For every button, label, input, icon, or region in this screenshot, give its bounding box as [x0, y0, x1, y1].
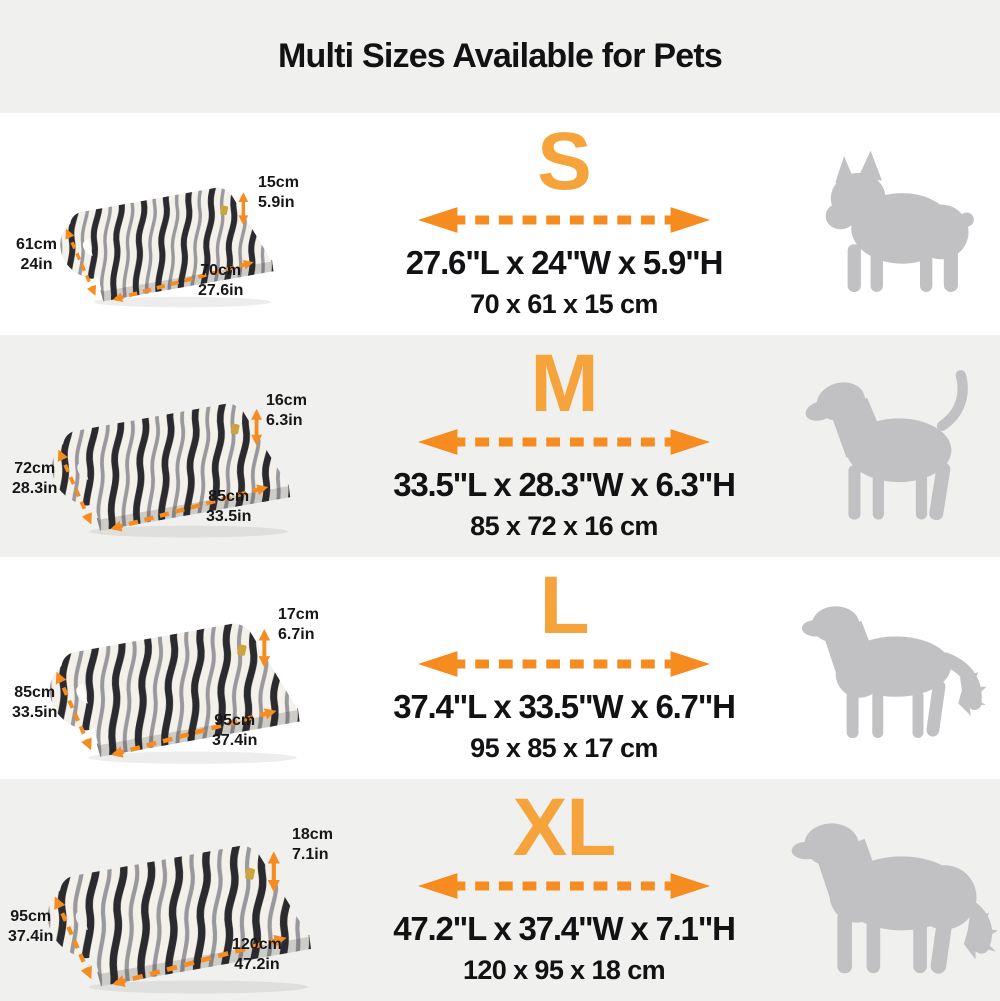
length-cm-text: 120cm: [232, 936, 282, 953]
bed-product-with-dimensions: 15cm 5.9in 61cm 24in 70cm 27.6in: [0, 113, 352, 335]
french-bulldog-silhouette-icon: [776, 113, 1000, 335]
width-cm-text: 72cm: [14, 460, 56, 477]
height-in-text: 6.7in: [278, 626, 315, 643]
height-cm-text: 15cm: [258, 174, 299, 191]
page-title: Multi Sizes Available for Pets: [278, 37, 723, 75]
width-in-text: 24in: [20, 256, 53, 273]
width-cm-text: 61cm: [16, 236, 57, 253]
height-in-text: 6.3in: [266, 412, 303, 429]
dimensions-cm-text: 120 x 95 x 18 cm: [462, 954, 666, 985]
dimensions-cm-text: 95 x 85 x 17 cm: [470, 732, 658, 763]
size-info: L 37.4"L x 33.5"W x 6.7"H 95 x 85 x 17 c…: [352, 557, 776, 779]
height-cm-text: 18cm: [292, 826, 333, 843]
length-dimension-label: 120cm 47.2in: [232, 935, 282, 975]
size-letter: L: [539, 560, 589, 652]
width-cm-text: 95cm: [10, 908, 52, 925]
width-in-text: 37.4in: [8, 928, 54, 945]
page-header: Multi Sizes Available for Pets: [0, 0, 1000, 113]
dog-bed-image: [28, 153, 284, 313]
length-cm-text: 95cm: [214, 712, 256, 729]
length-cm-text: 70cm: [200, 262, 242, 279]
length-cm-text: 85cm: [208, 488, 250, 505]
length-in-text: 37.4in: [212, 732, 258, 749]
golden-retriever-silhouette-icon: [776, 779, 1000, 1001]
length-in-text: 47.2in: [234, 956, 280, 973]
size-info: M 33.5"L x 28.3"W x 6.3"H 85 x 72 x 16 c…: [352, 335, 776, 557]
dimensions-inches-text: 47.2"L x 37.4"W x 7.1"H: [393, 909, 736, 947]
length-dimension-label: 95cm 37.4in: [212, 711, 257, 751]
beagle-silhouette-icon: [776, 335, 1000, 557]
height-dimension-label: 16cm 6.3in: [266, 391, 307, 431]
dimensions-inches-text: 33.5"L x 28.3"W x 6.3"H: [393, 465, 736, 503]
length-dimension-label: 85cm 33.5in: [206, 487, 251, 527]
height-cm-text: 17cm: [278, 606, 319, 623]
height-cm-text: 16cm: [266, 392, 307, 409]
height-dimension-label: 15cm 5.9in: [258, 173, 299, 213]
size-row-s: 15cm 5.9in 61cm 24in 70cm 27.6in S 27.6"…: [0, 113, 1000, 335]
width-dimension-label: 85cm 33.5in: [12, 683, 57, 723]
retriever-silhouette-icon: [776, 557, 1000, 779]
dimensions-inches-text: 27.6"L x 24"W x 5.9"H: [405, 243, 724, 281]
bed-product-with-dimensions: 18cm 7.1in 95cm 37.4in 120cm 47.2in: [0, 779, 352, 1001]
double-headed-arrow-icon: [416, 870, 712, 902]
height-in-text: 5.9in: [258, 194, 295, 211]
width-in-text: 28.3in: [12, 480, 58, 497]
length-dimension-label: 70cm 27.6in: [198, 261, 243, 301]
length-in-text: 33.5in: [206, 508, 252, 525]
width-dimension-label: 61cm 24in: [16, 235, 57, 275]
size-info: S 27.6"L x 24"W x 5.9"H 70 x 61 x 15 cm: [352, 113, 776, 335]
dimensions-inches-text: 37.4"L x 33.5"W x 6.7"H: [393, 687, 736, 725]
size-row-l: 17cm 6.7in 85cm 33.5in 95cm 37.4in L 37.…: [0, 557, 1000, 779]
dimensions-cm-text: 85 x 72 x 16 cm: [470, 510, 658, 541]
width-dimension-label: 72cm 28.3in: [12, 459, 57, 499]
size-row-m: 16cm 6.3in 72cm 28.3in 85cm 33.5in M 33.…: [0, 335, 1000, 557]
bed-product-with-dimensions: 16cm 6.3in 72cm 28.3in 85cm 33.5in: [0, 335, 352, 557]
double-headed-arrow-icon: [416, 426, 712, 458]
dog-bed-image: [16, 365, 302, 543]
width-cm-text: 85cm: [14, 684, 56, 701]
width-in-text: 33.5in: [12, 704, 58, 721]
bed-product-with-dimensions: 17cm 6.7in 85cm 33.5in 95cm 37.4in: [0, 557, 352, 779]
size-letter: S: [537, 116, 592, 208]
length-in-text: 27.6in: [198, 282, 244, 299]
dog-bed-image: [8, 803, 324, 1000]
height-dimension-label: 17cm 6.7in: [278, 605, 319, 645]
size-rows: 15cm 5.9in 61cm 24in 70cm 27.6in S 27.6"…: [0, 113, 1000, 1001]
dimensions-cm-text: 70 x 61 x 15 cm: [470, 288, 658, 319]
double-headed-arrow-icon: [416, 204, 712, 236]
height-dimension-label: 18cm 7.1in: [292, 825, 333, 865]
size-letter: M: [530, 338, 598, 430]
dog-bed-image: [12, 583, 312, 770]
height-in-text: 7.1in: [292, 846, 329, 863]
size-info: XL 47.2"L x 37.4"W x 7.1"H 120 x 95 x 18…: [352, 779, 776, 1001]
double-headed-arrow-icon: [416, 648, 712, 680]
size-row-xl: 18cm 7.1in 95cm 37.4in 120cm 47.2in XL 4…: [0, 779, 1000, 1001]
width-dimension-label: 95cm 37.4in: [8, 907, 53, 947]
size-letter: XL: [512, 782, 617, 874]
